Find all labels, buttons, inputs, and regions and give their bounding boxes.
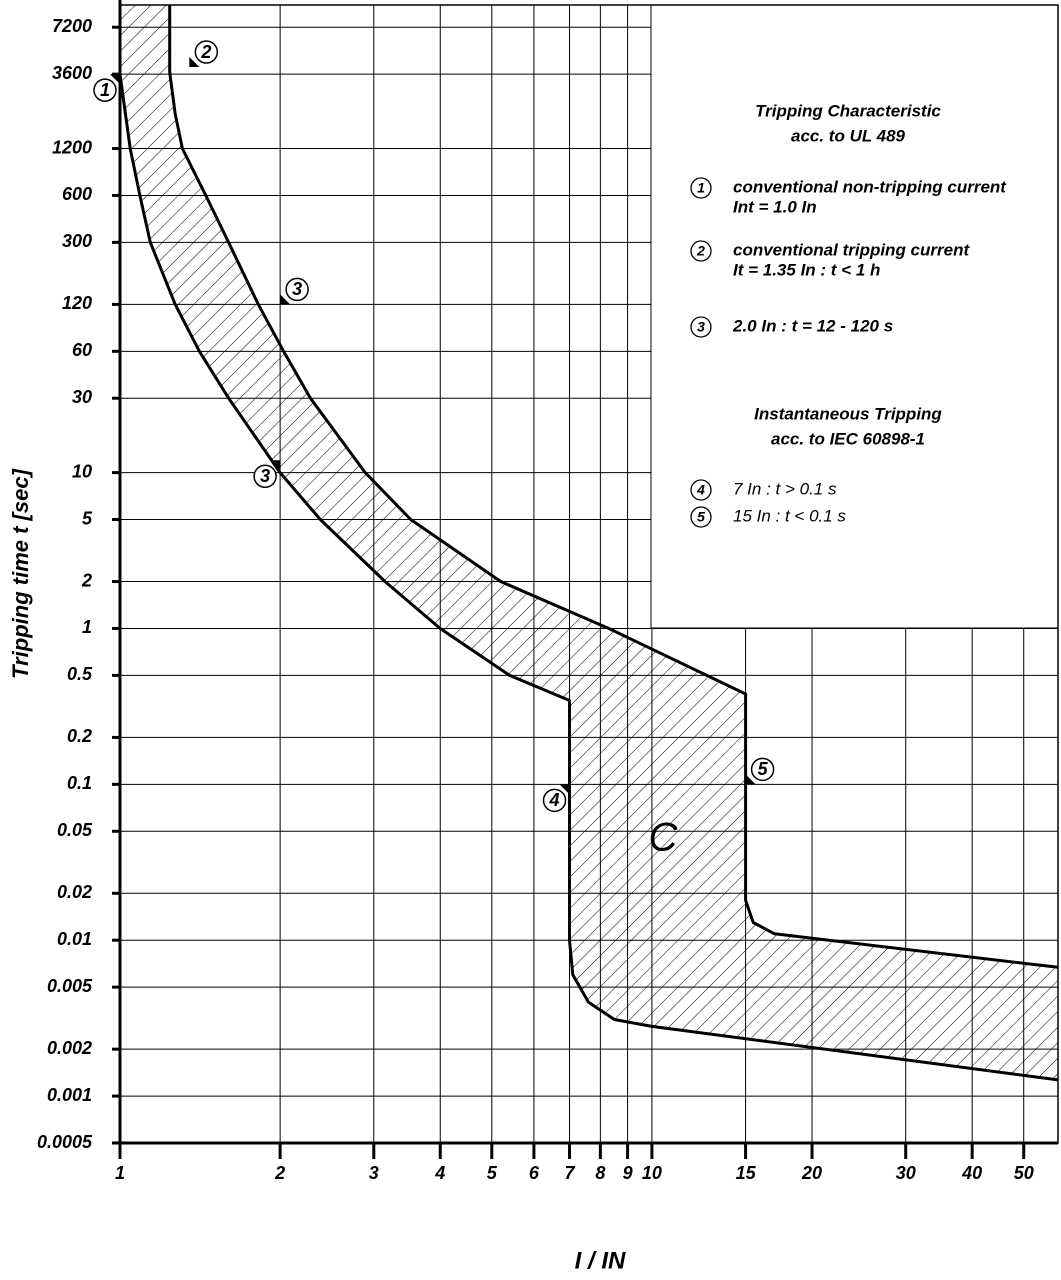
x-tick-label: 50 xyxy=(1014,1163,1034,1183)
y-tick-label: 60 xyxy=(72,340,92,360)
y-tick-label: 7200 xyxy=(52,16,92,36)
marker-label: 5 xyxy=(758,759,769,779)
marker-label: 3 xyxy=(292,279,302,299)
note-text: conventional tripping current xyxy=(733,240,970,259)
marker-pointer xyxy=(189,57,200,68)
y-tick-label: 1 xyxy=(82,617,92,637)
note-text: 7 In : t > 0.1 s xyxy=(733,479,837,498)
y-tick-label: 30 xyxy=(72,387,92,407)
y-tick-label: 0.2 xyxy=(67,726,92,746)
marker-circle xyxy=(285,277,309,302)
y-tick-label: 0.05 xyxy=(57,820,93,840)
notes-panel xyxy=(651,0,1059,628)
x-tick-label: 30 xyxy=(896,1163,916,1183)
marker-pointer xyxy=(559,784,570,795)
x-tick-label: 10 xyxy=(642,1163,662,1183)
note-circle xyxy=(690,506,712,528)
note-number: 1 xyxy=(697,180,705,196)
y-tick-label: 0.01 xyxy=(57,929,92,949)
note-circle xyxy=(690,240,712,262)
note-circle xyxy=(690,479,712,501)
y-tick-label: 0.002 xyxy=(47,1038,92,1058)
marker-pointer xyxy=(745,774,756,785)
band-fill xyxy=(120,5,1058,1080)
note-number: 5 xyxy=(697,509,705,525)
y-tick-label: 3600 xyxy=(52,63,92,83)
x-tick-label: 15 xyxy=(736,1163,757,1183)
y-tick-label: 2 xyxy=(81,570,92,590)
y-tick-label: 600 xyxy=(62,184,92,204)
marker-label: 2 xyxy=(200,42,211,62)
x-tick-label: 2 xyxy=(274,1163,285,1183)
y-tick-label: 10 xyxy=(72,461,92,481)
y-tick-label: 300 xyxy=(62,231,92,251)
x-tick-label: 5 xyxy=(487,1163,498,1183)
y-tick-label: 1200 xyxy=(52,137,92,157)
marker-circle xyxy=(542,788,567,813)
notes-heading: acc. to UL 489 xyxy=(791,126,906,145)
note-text: conventional non-tripping current xyxy=(733,177,1007,196)
note-text: Int = 1.0 In xyxy=(733,197,817,216)
note-circle xyxy=(690,316,712,338)
y-tick-label: 120 xyxy=(62,293,92,313)
y-tick-label: 0.0005 xyxy=(37,1132,93,1152)
marker-label: 4 xyxy=(549,790,560,810)
y-tick-label: 0.02 xyxy=(57,882,92,902)
note-text: 15 In : t < 0.1 s xyxy=(733,506,846,525)
note-number: 3 xyxy=(697,319,705,335)
marker-label: 3 xyxy=(260,466,270,486)
y-tick-label: 0.001 xyxy=(47,1085,92,1105)
y-tick-label: 0.005 xyxy=(47,976,93,996)
y-axis-label: Tripping time t [sec] xyxy=(8,468,33,679)
marker-pointer xyxy=(270,460,281,471)
note-text: It = 1.35 In : t < 1 h xyxy=(733,260,880,279)
x-tick-label: 20 xyxy=(801,1163,822,1183)
band-boundary xyxy=(118,5,1059,1082)
x-tick-label: 9 xyxy=(623,1163,633,1183)
marker-circle xyxy=(750,757,775,782)
x-tick-label: 1 xyxy=(115,1163,125,1183)
x-tick-label: 6 xyxy=(529,1163,540,1183)
note-circle xyxy=(690,177,712,199)
notes-heading: acc. to IEC 60898-1 xyxy=(771,429,925,448)
marker-circle xyxy=(253,464,277,489)
note-number: 2 xyxy=(696,243,705,259)
note-text: 2.0 In : t = 12 - 120 s xyxy=(732,316,893,335)
x-axis-label: I / IN xyxy=(575,1247,626,1274)
note-number: 4 xyxy=(696,482,705,498)
marker-pointer xyxy=(280,294,291,305)
y-tick-label: 5 xyxy=(82,508,93,528)
x-tick-label: 8 xyxy=(595,1163,605,1183)
notes-heading: Instantaneous Tripping xyxy=(754,404,942,423)
x-tick-label: 4 xyxy=(434,1163,445,1183)
curve-label: C xyxy=(649,816,679,860)
marker-circle xyxy=(194,40,219,64)
y-tick-label: 0.1 xyxy=(67,773,92,793)
marker-label: 1 xyxy=(100,80,110,100)
band-boundary xyxy=(168,5,1059,969)
notes-heading: Tripping Characteristic xyxy=(755,101,941,120)
marker-pointer xyxy=(110,74,120,85)
x-tick-label: 7 xyxy=(565,1163,576,1183)
x-tick-label: 40 xyxy=(961,1163,982,1183)
marker-circle xyxy=(93,78,117,102)
y-tick-label: 0.5 xyxy=(67,664,93,684)
x-tick-label: 3 xyxy=(369,1163,379,1183)
